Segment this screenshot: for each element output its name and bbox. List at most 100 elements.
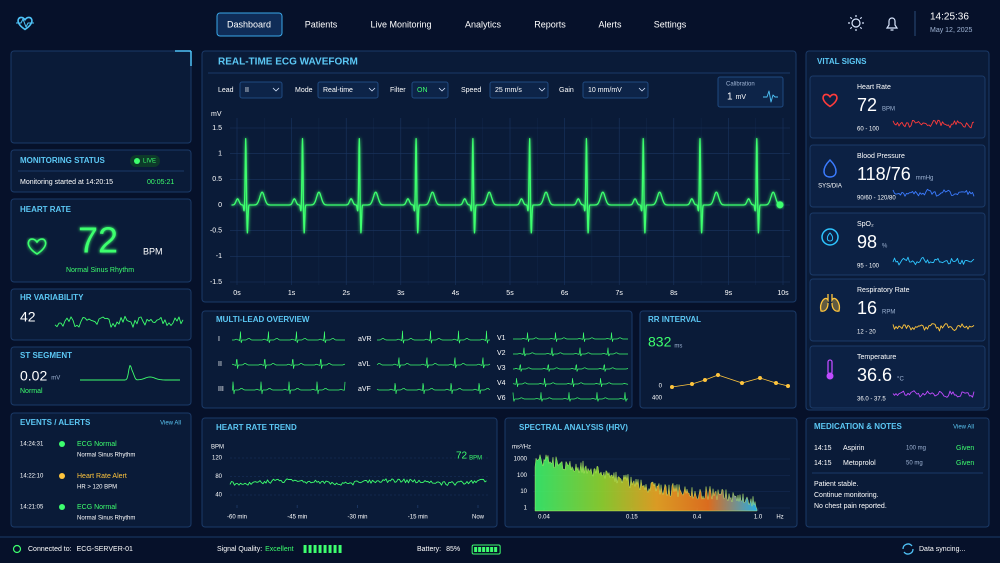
battery-cell (474, 547, 478, 552)
med-status: Given (956, 445, 974, 452)
lead-label: V4 (497, 380, 506, 387)
clock: 14:25:36 (930, 12, 969, 23)
panel-title: RR INTERVAL (648, 315, 701, 324)
control-label: Gain (559, 87, 574, 94)
calibration-label: Calibration (726, 82, 755, 88)
calibration-value: 1 (727, 92, 733, 103)
lead-label: V1 (497, 335, 506, 342)
nav-item[interactable]: Live Monitoring (370, 19, 431, 29)
st-unit: mV (51, 376, 60, 382)
vital-value: 16 (857, 298, 877, 318)
x-tick-label: 5s (506, 290, 514, 297)
vital-icon (821, 228, 839, 246)
sync-text: Data syncing... (919, 546, 965, 553)
nav-item[interactable]: Analytics (465, 19, 502, 29)
rr-point (670, 385, 674, 389)
vital-sparkline (892, 256, 975, 266)
y-tick-label: 100 (517, 473, 528, 479)
signal-value: Excellent (265, 546, 293, 553)
rr-point (758, 376, 762, 380)
battery-icon (471, 544, 501, 555)
battery-cell (490, 547, 494, 552)
y-tick-label: 0.5 (212, 176, 222, 183)
y-tick-label: 1 (218, 151, 222, 158)
panel-title: SPECTRAL ANALYSIS (HRV) (519, 423, 628, 432)
lead-label: III (218, 386, 224, 393)
x-tick-label: 0.04 (538, 515, 550, 521)
note: Continue monitoring. (814, 492, 879, 499)
nav-item[interactable]: Reports (534, 19, 566, 29)
vital-sublabel: SYS/DIA (818, 184, 842, 190)
panel-title: VITAL SIGNS (817, 57, 867, 66)
control-select[interactable] (582, 81, 649, 99)
control-value: II (245, 87, 249, 94)
lead-trace (377, 330, 490, 344)
x-tick-label: 1s (288, 290, 296, 297)
calibration-box (717, 76, 784, 108)
med-time: 14:15 (814, 445, 832, 452)
view-all[interactable]: View All (160, 421, 181, 427)
nav-item[interactable]: Dashboard (227, 19, 271, 29)
st-value: 0.02 (20, 368, 47, 384)
trend-current-unit: BPM (469, 456, 482, 462)
panel (10, 412, 192, 528)
vital-value: 118/76 (857, 164, 911, 184)
vital-label: Heart Rate (857, 84, 891, 91)
event-title: ECG Normal (77, 504, 117, 511)
vital-unit: % (882, 244, 888, 250)
y-axis-label: BPM (211, 445, 224, 451)
rr-point (774, 381, 778, 385)
panel-title: REAL-TIME ECG WAVEFORM (218, 57, 358, 68)
event-detail: Normal Sinus Rhythm (77, 516, 135, 522)
lead-label: V2 (497, 350, 506, 357)
lead-trace (513, 332, 628, 342)
vital-sparkline (892, 323, 975, 332)
lead-trace (512, 392, 628, 402)
x-tick-label: 9s (725, 290, 733, 297)
view-all[interactable]: View All (953, 425, 974, 431)
notifications[interactable] (885, 17, 899, 31)
sync-icon (902, 543, 914, 555)
control-select[interactable] (411, 81, 449, 99)
panel (10, 198, 192, 283)
control-select[interactable] (239, 81, 283, 99)
vital-unit: mmHg (916, 176, 934, 182)
y-tick-label: -1.5 (210, 279, 222, 286)
started-text: Monitoring started at 14:20:15 (20, 179, 113, 186)
nav-item[interactable]: Alerts (598, 19, 622, 29)
nav-item[interactable]: Settings (654, 19, 687, 29)
sun-ray (859, 26, 863, 30)
panel (10, 346, 192, 406)
live-label: LIVE (143, 159, 156, 165)
x-unit: Hz (776, 515, 783, 521)
x-tick-label: 3s (397, 290, 405, 297)
rr-point (690, 382, 694, 386)
med-dose: 100 mg (906, 446, 926, 452)
event-detail: Normal Sinus Rhythm (77, 453, 135, 459)
spectrum-area (534, 454, 758, 512)
signal-bar (308, 545, 312, 553)
event-dot (59, 473, 65, 479)
note: Patient stable. (814, 481, 858, 488)
vital-sparkline (892, 188, 975, 197)
panel-title: EVENTS / ALERTS (20, 418, 91, 427)
nav-item[interactable]: Patients (305, 19, 338, 29)
theme-toggle[interactable] (851, 18, 861, 28)
x-tick-label: -60 min (227, 515, 247, 521)
x-tick-label: 0.4 (693, 515, 702, 521)
control-select[interactable] (317, 81, 379, 99)
sun-ray (859, 16, 863, 20)
x-tick-label: 4s (452, 290, 460, 297)
chevron (368, 87, 376, 92)
vital-icon (822, 93, 838, 108)
hrv-trace (54, 315, 184, 328)
y-axis-label: mV (211, 111, 222, 118)
live-dot (134, 158, 140, 164)
vital-value: 98 (857, 232, 877, 252)
elapsed: 00:05:21 (147, 179, 174, 186)
y-tick-label: 0 (218, 202, 222, 209)
vital-icon-bulb (826, 372, 834, 380)
panel-title: MULTI-LEAD OVERVIEW (216, 315, 310, 324)
control-select[interactable] (489, 81, 549, 99)
lead-trace (513, 364, 629, 372)
